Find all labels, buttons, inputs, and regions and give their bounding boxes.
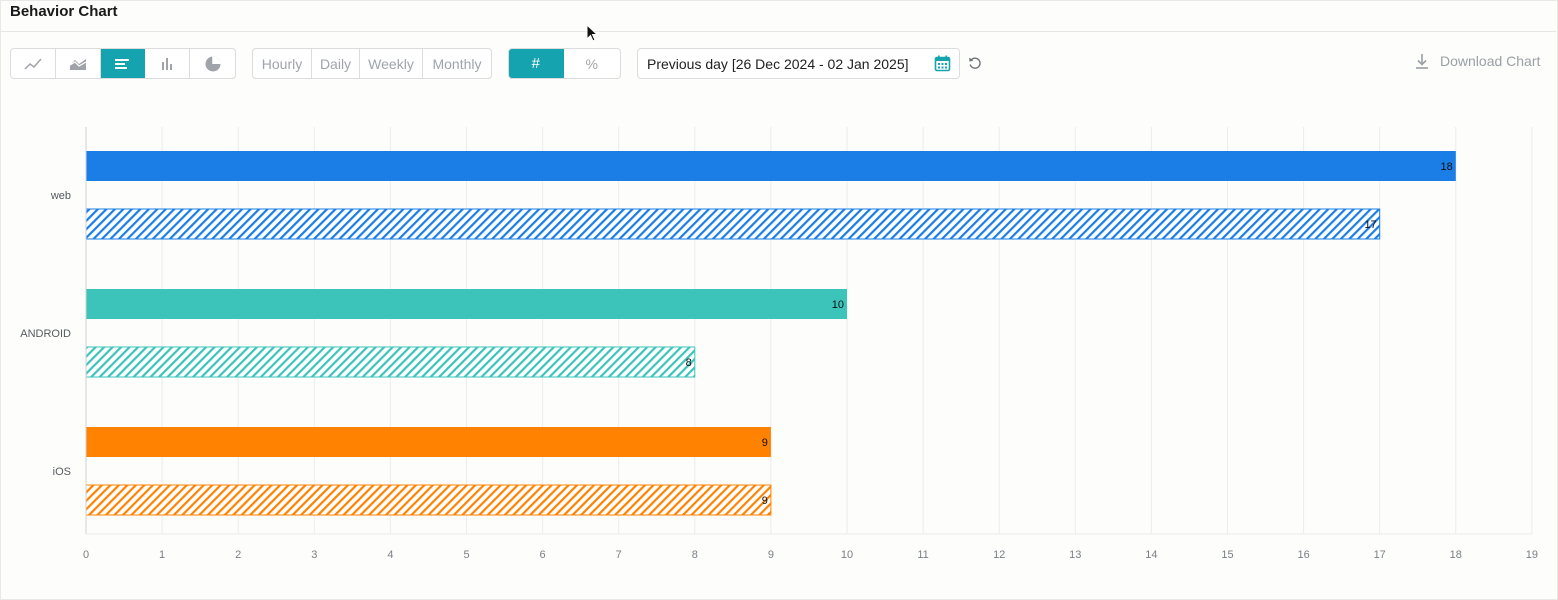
x-tick-label: 12 <box>993 549 1005 561</box>
reset-icon[interactable] <box>968 56 982 70</box>
bar-ios-hatched <box>85 484 772 516</box>
y-category-label: ANDROID <box>20 328 71 340</box>
x-tick-label: 15 <box>1221 549 1233 561</box>
bars <box>85 151 1456 516</box>
area-chart-button[interactable] <box>56 49 101 78</box>
title-divider <box>0 31 1556 32</box>
horizontal-bar-button[interactable] <box>100 49 146 78</box>
line-chart-icon <box>24 58 42 70</box>
page-title: Behavior Chart <box>10 3 118 20</box>
x-tick-label: 4 <box>387 549 393 561</box>
x-tick-label: 14 <box>1145 549 1157 561</box>
grid-lines <box>85 127 1533 534</box>
vertical-bar-icon <box>162 57 173 70</box>
bar-value-label: 18 <box>1441 161 1453 173</box>
count-mode-button[interactable]: # <box>509 49 564 78</box>
x-tick-label: 5 <box>463 549 469 561</box>
x-tick-label: 0 <box>83 549 89 561</box>
download-chart-label: Download Chart <box>1440 53 1541 69</box>
x-tick-label: 6 <box>540 549 546 561</box>
line-chart-button[interactable] <box>11 49 56 78</box>
bar-value-label: 17 <box>1364 219 1376 231</box>
download-chart-button[interactable]: Download Chart <box>1414 53 1540 69</box>
x-tick-label: 9 <box>768 549 774 561</box>
bar-ios-solid <box>86 427 771 457</box>
x-tick-label: 7 <box>616 549 622 561</box>
x-tick-label: 19 <box>1526 549 1538 561</box>
x-tick-label: 17 <box>1374 549 1386 561</box>
bar-android-solid <box>86 289 847 319</box>
bar-value-label: 10 <box>832 299 844 311</box>
x-tick-label: 3 <box>311 549 317 561</box>
bar-web-hatched <box>85 208 1381 240</box>
daily-button[interactable]: Daily <box>312 49 360 78</box>
date-range-picker[interactable]: Previous day [26 Dec 2024 - 02 Jan 2025] <box>637 48 960 79</box>
vertical-bar-button[interactable] <box>145 49 191 78</box>
download-icon <box>1416 54 1428 69</box>
calendar-icon[interactable] <box>934 55 951 72</box>
hourly-button[interactable]: Hourly <box>253 49 312 78</box>
monthly-button[interactable]: Monthly <box>432 55 482 72</box>
x-tick-label: 18 <box>1450 549 1462 561</box>
bar-value-label: 9 <box>762 495 768 507</box>
x-tick-label: 2 <box>235 549 241 561</box>
y-category-label: iOS <box>53 466 71 478</box>
pie-chart-icon <box>205 56 221 71</box>
bar-android-hatched <box>85 346 696 378</box>
value-mode-selector: # % <box>508 48 621 79</box>
data-labels: 18 10 9 17 8 9 <box>686 161 1453 507</box>
percent-mode-button[interactable]: % <box>585 55 598 72</box>
x-tick-label: 13 <box>1069 549 1081 561</box>
weekly-button[interactable]: Weekly <box>360 49 423 78</box>
y-category-label: web <box>50 190 71 202</box>
bar-value-label: 9 <box>762 437 768 449</box>
horizontal-bar-icon <box>115 58 130 69</box>
bar-web-solid <box>86 151 1456 181</box>
chart-type-selector <box>10 48 236 79</box>
pie-chart-button[interactable] <box>190 49 235 78</box>
x-tick-label: 10 <box>841 549 853 561</box>
mouse-cursor-icon <box>586 24 599 42</box>
x-tick-label: 16 <box>1297 549 1309 561</box>
axes: 0 1 2 3 4 5 6 7 8 9 10 11 12 13 14 15 16 17 18 19webANDROID… <box>20 127 1538 561</box>
date-range-text: Previous day [26 Dec 2024 - 02 Jan 2025] <box>647 55 909 72</box>
x-tick-label: 11 <box>917 549 928 561</box>
granularity-selector: Hourly Daily Weekly Monthly <box>252 48 492 79</box>
x-tick-label: 8 <box>692 549 698 561</box>
bar-value-label: 8 <box>686 357 692 369</box>
x-tick-label: 1 <box>159 549 165 561</box>
area-chart-icon <box>69 58 86 70</box>
